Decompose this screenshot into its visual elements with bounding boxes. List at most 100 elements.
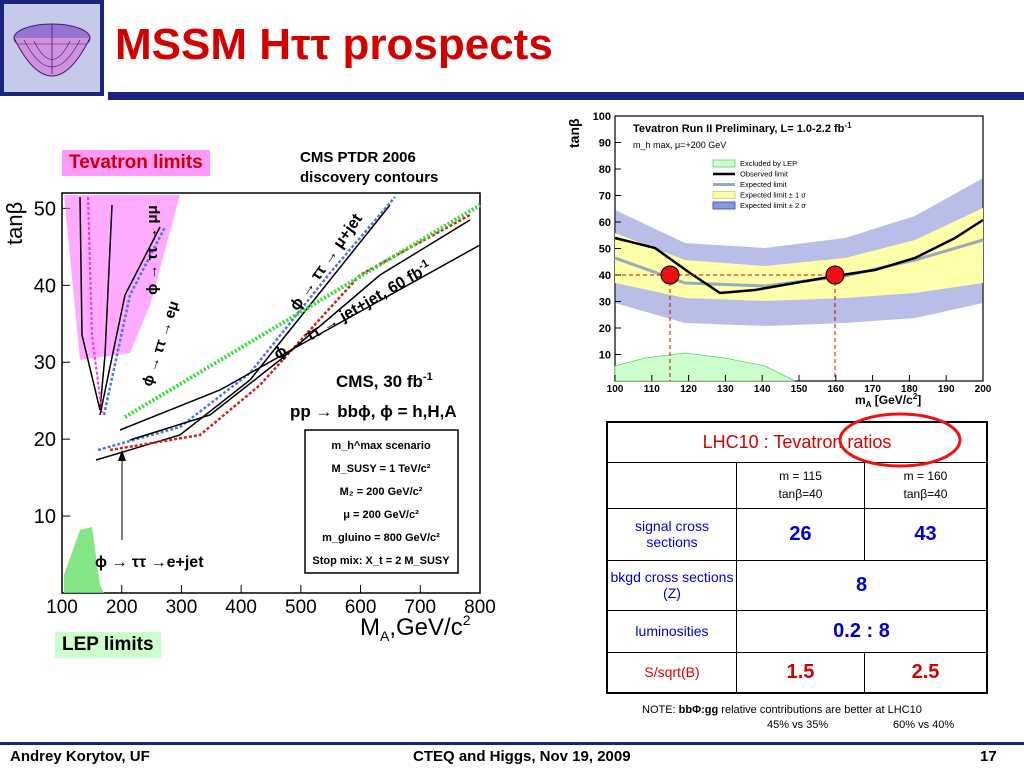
cell-sqrtb-115: 1.5	[736, 651, 865, 694]
cms-ptdr-caption: CMS PTDR 2006 discovery contours	[300, 148, 438, 188]
note-pct2: 60% vs 40%	[893, 719, 955, 731]
left-x-tick-label: 200	[106, 597, 138, 618]
col-header-m115: m = 115 tanβ=40	[736, 461, 865, 509]
scenario-box	[304, 429, 459, 574]
tevatron-excluded-region	[64, 195, 180, 360]
cms-ptdr-line1: CMS PTDR 2006	[300, 149, 416, 166]
right-y-axis-label: tanβ	[566, 118, 582, 148]
left-x-tick-label: 500	[285, 597, 317, 618]
right-x-tick-label: 130	[717, 384, 734, 395]
e-jet-label: ϕ → ττ →e+jet	[95, 554, 204, 571]
right-y-tick-label: 100	[593, 111, 611, 123]
col-header-m160: m = 160 tanβ=40	[864, 461, 988, 509]
right-x-tick-label: 110	[644, 384, 661, 395]
left-x-axis-sup: 2	[463, 612, 471, 628]
jet-jet-curve	[129, 219, 471, 441]
point-m115	[660, 265, 680, 285]
right-tevatron-plot: tanβ Tevatron Run II Preliminary, L= 1.0…	[566, 111, 992, 408]
legend-label: Expected limit ± 2 σ	[740, 201, 806, 210]
cell-sqrtb-160: 2.5	[864, 651, 988, 694]
legend-swatch	[712, 201, 736, 210]
bowl-logo-icon	[4, 4, 100, 92]
left-y-axis-label: tanβ	[2, 202, 27, 245]
note-bold: bbΦ:gg	[678, 704, 719, 716]
ratios-table: LHC10 : Tevatron ratios m = 115 tanβ=40 m…	[606, 421, 988, 694]
right-plot-title-sup: -1	[844, 121, 852, 130]
right-y-tick-label: 10	[599, 350, 611, 362]
left-x-ticks: 100 200 300 400 500 600 700 800	[46, 585, 496, 618]
left-x-tick-label: 100	[46, 597, 78, 618]
right-plot-title: Tevatron Run II Preliminary, L= 1.0-2.2 …	[633, 123, 845, 135]
left-x-tick-label: 600	[345, 597, 377, 618]
left-x-tick-label: 700	[404, 597, 436, 618]
scenario-line: m_h^max scenario	[331, 440, 431, 452]
right-x-tick-label: 140	[754, 384, 771, 395]
one-sigma-band	[615, 208, 983, 301]
right-x-axis-close: ]	[917, 393, 921, 407]
footer-page-number: 17	[980, 748, 997, 765]
e-jet-curve-dashed	[123, 203, 482, 419]
left-y-tick-label: 50	[34, 198, 56, 220]
right-y-tick-label: 80	[599, 164, 611, 176]
tevatron-limits-badge: Tevatron limits	[62, 150, 210, 176]
left-x-axis-sub: A	[380, 628, 390, 644]
row-label-lumi: luminosities	[606, 609, 737, 653]
logo-box	[0, 0, 104, 96]
left-x-tick-label: 300	[166, 597, 198, 618]
lep-limits-badge: LEP limits	[55, 632, 161, 658]
left-x-axis-label: M	[360, 614, 380, 641]
lep-excluded-region	[64, 527, 104, 593]
cell-signal-160: 43	[864, 507, 988, 561]
row-label-bkgd: bkgd cross sections (Z)	[606, 559, 737, 611]
scenario-line: m_gluino = 800 GeV/c²	[322, 532, 440, 544]
cms-lumi-sup: -1	[423, 371, 433, 383]
left-x-tick-label: 800	[464, 597, 496, 618]
right-y-tick-label: 70	[599, 191, 611, 203]
left-x-tick-label: 400	[225, 597, 257, 618]
left-y-tick-label: 10	[34, 506, 56, 528]
legend-label: Observed limit	[740, 170, 789, 179]
footer-event: CTEQ and Higgs, Nov 19, 2009	[413, 748, 631, 765]
e-mu-curve	[99, 226, 161, 416]
e-jet-curve	[119, 244, 481, 431]
lep-excluded-area	[614, 352, 796, 382]
e-mu-curve-dashed	[102, 226, 167, 416]
mu-mu-curve-dashed	[87, 196, 103, 414]
legend-label: Expected limit	[740, 180, 788, 189]
right-x-tick-label: 200	[975, 384, 992, 395]
cell-lumi: 0.2 : 8	[736, 609, 988, 653]
right-y-tick-label: 60	[599, 217, 611, 229]
right-x-tick-label: 180	[901, 384, 918, 395]
page-title: MSSM Hττ prospects	[115, 20, 553, 69]
right-plot-subtitle: m_h max, μ=+200 GeV	[633, 140, 726, 150]
left-x-axis-unit: ,GeV/c	[389, 614, 462, 641]
header-divider	[108, 92, 1024, 100]
scenario-line: μ = 200 GeV/c²	[343, 509, 419, 521]
mu-mu-label: ϕ → ττ → μμ	[144, 205, 161, 295]
e-jet-arrow-head	[118, 450, 126, 461]
legend-label: Expected limit ± 1 σ	[740, 191, 806, 200]
mu-jet-curve-dashed	[97, 196, 396, 452]
right-x-ticks: 100 110 120 130 140 150 160 170 180 190 200	[607, 375, 992, 395]
right-y-tick-label: 40	[599, 270, 611, 282]
note-line: NOTE: bbΦ:gg relative contributions are …	[642, 704, 922, 716]
left-y-tick-label: 30	[34, 352, 56, 374]
right-y-tick-label: 50	[599, 244, 611, 256]
left-y-ticks: 10 20 30 40 50	[34, 198, 70, 528]
right-x-axis-unit: [GeV/c	[871, 393, 913, 407]
legend-swatch	[712, 191, 736, 199]
legend-label: Excluded by LEP	[740, 159, 797, 168]
cell-signal-115: 26	[736, 507, 865, 561]
right-x-axis-label: m	[855, 393, 866, 407]
right-y-ticks: 10 20 30 40 50 60 70 80 90 100	[593, 111, 621, 362]
right-x-tick-label: 150	[791, 384, 808, 395]
scenario-line: M_SUSY = 1 TeV/c²	[332, 463, 431, 475]
left-discovery-plot: tanβ 10 20 30 40 50 100 200 300 400 500 600 700 800…	[2, 192, 496, 644]
footer-author: Andrey Korytov, UF	[10, 748, 150, 765]
right-y-tick-label: 90	[599, 138, 611, 150]
jet-jet-curve-dashed	[109, 213, 471, 452]
svg-text:MA,GeV/c2: MA,GeV/c2	[360, 612, 471, 644]
svg-text:mA [GeV/c2]: mA [GeV/c2]	[855, 392, 921, 408]
footer-divider	[0, 742, 1024, 745]
mu-mu-curve	[79, 196, 113, 411]
